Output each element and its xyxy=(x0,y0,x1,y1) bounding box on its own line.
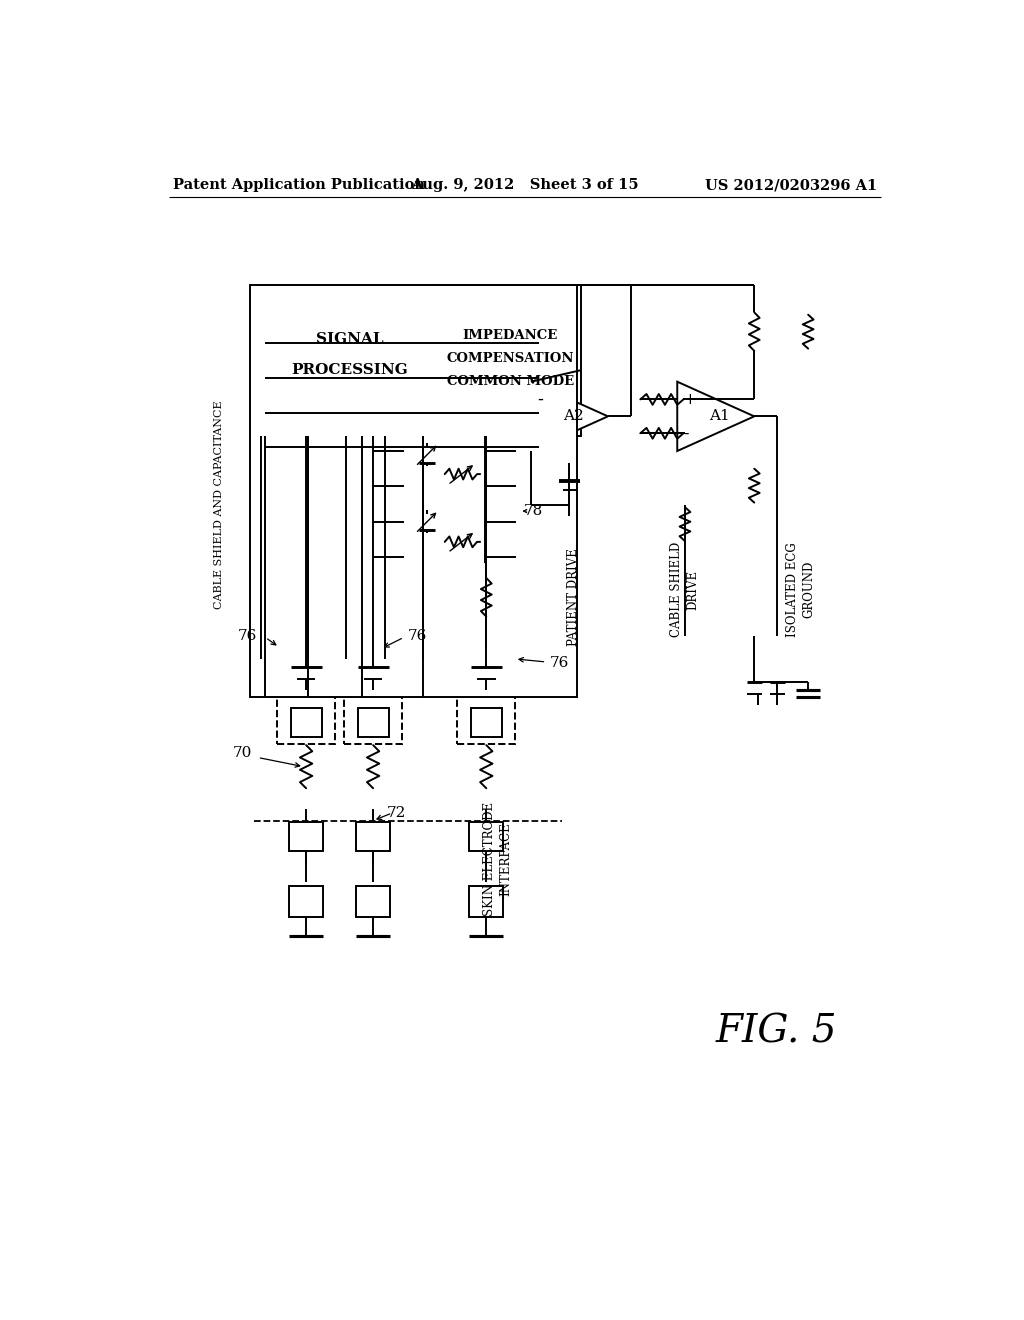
Bar xyxy=(250,285,578,697)
Bar xyxy=(458,651,515,743)
Text: PATIENT DRIVE: PATIENT DRIVE xyxy=(567,548,580,647)
Text: 76: 76 xyxy=(239,628,258,643)
Text: 72: 72 xyxy=(387,807,407,820)
Bar xyxy=(289,822,323,851)
Text: US 2012/0203296 A1: US 2012/0203296 A1 xyxy=(706,178,878,193)
Bar xyxy=(403,432,515,566)
Text: COMPENSATION: COMPENSATION xyxy=(446,352,573,366)
Bar xyxy=(438,285,581,436)
Text: IMPEDANCE: IMPEDANCE xyxy=(463,329,558,342)
Bar xyxy=(469,822,503,851)
Text: Patent Application Publication: Patent Application Publication xyxy=(173,178,425,193)
Text: A1: A1 xyxy=(710,409,730,424)
Bar xyxy=(356,886,390,917)
Text: 78: 78 xyxy=(523,504,543,517)
Polygon shape xyxy=(419,447,435,462)
Text: ISOLATED ECG
GROUND: ISOLATED ECG GROUND xyxy=(786,543,815,638)
Bar xyxy=(289,886,323,917)
Text: -: - xyxy=(538,389,543,408)
Text: +: + xyxy=(683,392,696,407)
Polygon shape xyxy=(419,515,435,529)
Text: -: - xyxy=(683,426,689,441)
Bar xyxy=(357,708,388,738)
Bar xyxy=(471,708,502,738)
Bar xyxy=(356,822,390,851)
Text: SIGNAL: SIGNAL xyxy=(316,333,384,346)
Text: CABLE SHIELD AND CAPACITANCE: CABLE SHIELD AND CAPACITANCE xyxy=(214,400,224,610)
Bar xyxy=(261,285,438,436)
Text: 70: 70 xyxy=(232,746,252,760)
Bar xyxy=(469,886,503,917)
Text: 76: 76 xyxy=(550,656,569,669)
Text: PROCESSING: PROCESSING xyxy=(292,363,409,378)
Polygon shape xyxy=(531,381,608,451)
Bar xyxy=(278,651,335,743)
Text: Aug. 9, 2012   Sheet 3 of 15: Aug. 9, 2012 Sheet 3 of 15 xyxy=(411,178,639,193)
Text: A2: A2 xyxy=(563,409,584,424)
Bar xyxy=(344,651,402,743)
Polygon shape xyxy=(677,381,755,451)
Text: COMMON MODE: COMMON MODE xyxy=(446,375,573,388)
Text: SKIN ELECTRODE
INTERFACE: SKIN ELECTRODE INTERFACE xyxy=(483,803,512,916)
Text: 76: 76 xyxy=(408,628,427,643)
Text: FIG. 5: FIG. 5 xyxy=(716,1014,838,1051)
Text: CABLE SHIELD
DRIVE: CABLE SHIELD DRIVE xyxy=(671,543,699,638)
Bar xyxy=(291,708,322,738)
